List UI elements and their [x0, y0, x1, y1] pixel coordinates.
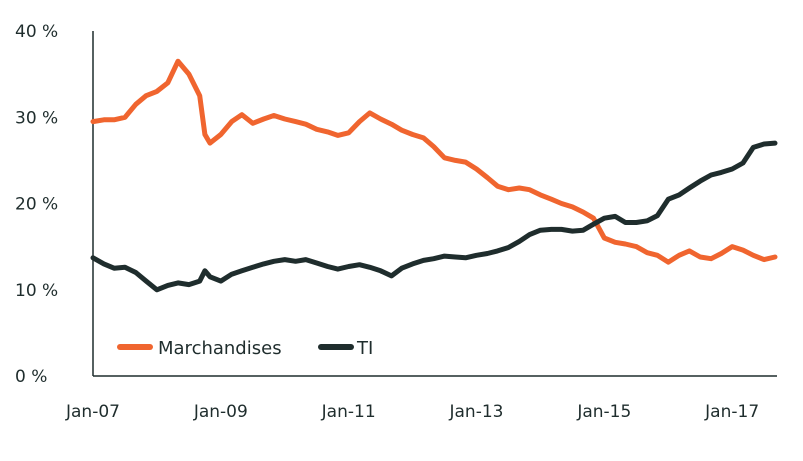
legend-label: Marchandises [158, 338, 282, 359]
axes: 0 % 10 % 20 % 30 % 40 % Jan-07 Jan-09 Jan-11 Jan… [15, 22, 777, 422]
legend: Marchandises TI [117, 338, 373, 359]
x-tick-label: Jan-17 [704, 402, 759, 422]
series-line-marchandises [90, 58, 778, 265]
x-tick-label: Jan-13 [449, 402, 504, 422]
y-tick-label: 30 % [15, 108, 58, 128]
x-tick-label: Jan-11 [321, 402, 376, 422]
y-tick-label: 20 % [15, 195, 58, 215]
y-tick-label: 40 % [15, 22, 58, 42]
y-tick-label: 0 % [15, 367, 47, 387]
series-line-ti [90, 140, 778, 293]
x-tick-label: Jan-09 [193, 402, 248, 422]
y-tick-label: 10 % [15, 281, 58, 301]
x-tick-label: Jan-15 [576, 402, 631, 422]
x-tick-label: Jan-07 [65, 402, 120, 422]
legend-label: TI [356, 338, 373, 359]
series-layer [90, 58, 778, 293]
